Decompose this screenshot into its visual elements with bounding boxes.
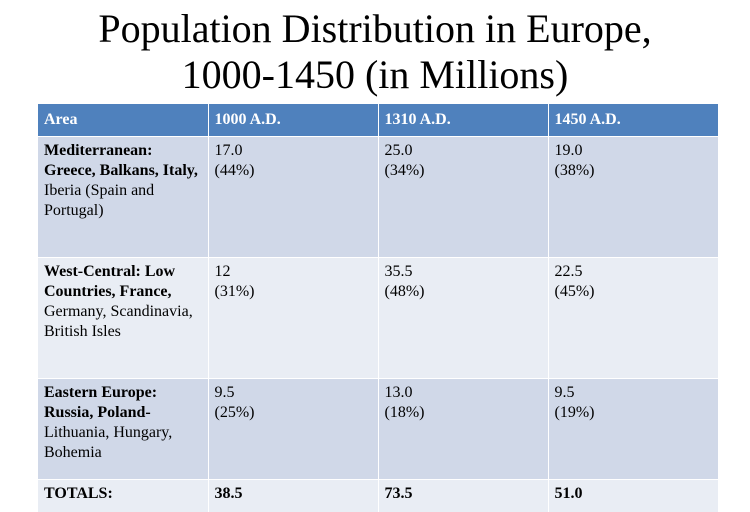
population-percent: (38%) [555,161,712,181]
header-row: Area 1000 A.D. 1310 A.D. 1450 A.D. [38,104,718,137]
header-1450: 1450 A.D. [548,104,718,137]
area-name-bold: Mediterranean: Greece, Balkans, Italy, [44,141,202,181]
area-cell: Eastern Europe: Russia, Poland- Lithuani… [38,379,208,480]
population-value: 35.5 [385,262,542,282]
title-line-1: Population Distribution in Europe, [0,6,750,52]
population-value: 19.0 [555,141,712,161]
population-value: 13.0 [385,383,542,403]
population-percent: (31%) [215,282,372,302]
total-value-1310: 73.5 [378,480,548,512]
value-cell: 9.5 (25%) [208,379,378,480]
population-value: 25.0 [385,141,542,161]
slide-title: Population Distribution in Europe, 1000-… [0,6,750,98]
header-1000: 1000 A.D. [208,104,378,137]
table-row-west-central: West-Central: Low Countries, France, Ger… [38,258,718,379]
value-cell: 9.5 (19%) [548,379,718,480]
population-percent: (45%) [555,282,712,302]
value-cell: 22.5 (45%) [548,258,718,379]
population-percent: (18%) [385,403,542,423]
header-1310: 1310 A.D. [378,104,548,137]
value-cell: 35.5 (48%) [378,258,548,379]
title-line-2: 1000-1450 (in Millions) [0,52,750,98]
population-table: Area 1000 A.D. 1310 A.D. 1450 A.D. Medit… [38,104,719,512]
population-value: 9.5 [215,383,372,403]
table-row-totals: TOTALS: 38.5 73.5 51.0 [38,480,718,512]
population-percent: (25%) [215,403,372,423]
table-row-mediterranean: Mediterranean: Greece, Balkans, Italy, I… [38,137,718,258]
population-value: 12 [215,262,372,282]
value-cell: 19.0 (38%) [548,137,718,258]
population-percent: (34%) [385,161,542,181]
population-percent: (19%) [555,403,712,423]
value-cell: 12 (31%) [208,258,378,379]
total-value-1000: 38.5 [208,480,378,512]
population-value: 9.5 [555,383,712,403]
area-name-plain: Germany, Scandinavia, British Isles [44,302,202,342]
value-cell: 17.0 (44%) [208,137,378,258]
totals-label: TOTALS: [38,480,208,512]
header-area: Area [38,104,208,137]
value-cell: 25.0 (34%) [378,137,548,258]
area-name-plain: Iberia (Spain and Portugal) [44,181,202,221]
value-cell: 13.0 (18%) [378,379,548,480]
area-cell: Mediterranean: Greece, Balkans, Italy, I… [38,137,208,258]
area-cell: West-Central: Low Countries, France, Ger… [38,258,208,379]
population-value: 22.5 [555,262,712,282]
total-value-1450: 51.0 [548,480,718,512]
population-value: 17.0 [215,141,372,161]
population-percent: (48%) [385,282,542,302]
area-name-bold: Eastern Europe: Russia, Poland- [44,383,202,423]
population-percent: (44%) [215,161,372,181]
area-name-plain: Lithuania, Hungary, Bohemia [44,423,202,463]
area-name-bold: West-Central: Low Countries, France, [44,262,202,302]
table-row-eastern-europe: Eastern Europe: Russia, Poland- Lithuani… [38,379,718,480]
